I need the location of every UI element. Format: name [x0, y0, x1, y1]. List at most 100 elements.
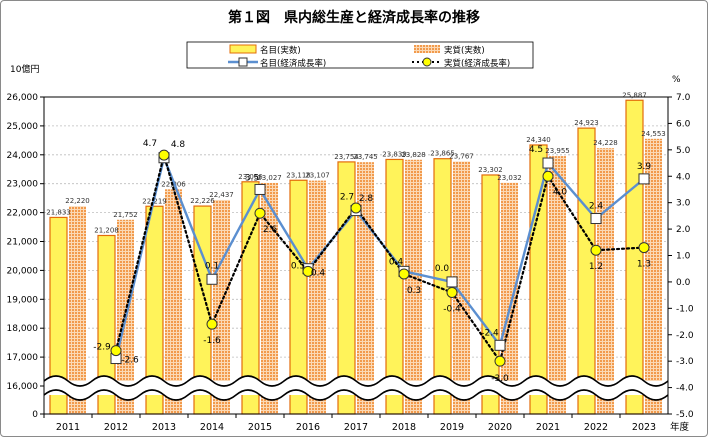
nominal-rate-label: -2.9 — [93, 343, 111, 353]
right-tick-label: 2.0 — [676, 225, 691, 235]
plot-border — [43, 96, 669, 415]
bar-nominal-label: 23,754 — [334, 153, 359, 161]
marker-real-rate — [398, 268, 410, 280]
bar-real — [453, 161, 470, 414]
bar-real-label: 23,027 — [257, 174, 282, 182]
real-rate-label: -2.6 — [121, 356, 139, 366]
right-tick-label: 0.0 — [676, 278, 691, 288]
bar-real — [597, 148, 614, 414]
real-rate-label: 0.4 — [311, 268, 326, 278]
legend-label-real-line: 実質(経済成長率) — [444, 58, 510, 69]
axis-break-wave — [43, 375, 669, 387]
left-tick-label: 21,000 — [7, 238, 39, 248]
marker-real-rate — [446, 286, 458, 298]
right-tick-label: 3.0 — [676, 199, 691, 209]
nominal-rate-label: 0.5 — [291, 262, 305, 272]
left-tick-label: 0 — [32, 410, 38, 420]
real-rate-label: 4.0 — [553, 187, 568, 197]
x-tick-label: 2020 — [488, 422, 512, 433]
x-tick-label: 2023 — [632, 422, 656, 433]
bar-real-label: 24,553 — [641, 130, 666, 138]
x-tick-label: 2011 — [56, 422, 80, 433]
bar-nominal-label: 21,208 — [94, 226, 119, 234]
nominal-rate-label: 3.5 — [245, 173, 259, 183]
bar-real-label: 22,437 — [209, 191, 234, 199]
bar-real — [501, 182, 518, 414]
bar-nominal-label: 23,118 — [286, 171, 311, 179]
bar-real-label: 23,745 — [353, 153, 378, 161]
bar-real-label: 23,107 — [305, 172, 330, 180]
bar-nominal-label: 23,865 — [430, 150, 455, 158]
bar-nominal-label: 23,066 — [238, 173, 263, 181]
nominal-rate-label: 2.4 — [589, 202, 604, 212]
right-tick-label: 1.0 — [676, 252, 691, 262]
nominal-rate-label: 4.7 — [143, 139, 157, 149]
right-tick-label: -2.0 — [676, 331, 694, 341]
real-rate-label: -1.6 — [203, 336, 221, 346]
legend-swatch-nominal-bar — [229, 44, 257, 54]
legend-marker-real-line — [422, 57, 432, 67]
marker-real-rate — [302, 265, 314, 277]
bar-real — [405, 159, 422, 414]
right-tick-label: -1.0 — [676, 304, 694, 314]
bar-real — [165, 189, 182, 414]
real-rate-label: -0.4 — [443, 304, 461, 314]
left-tick-label: 20,000 — [7, 266, 39, 276]
real-rate-label: 0.3 — [407, 286, 421, 296]
bar-nominal-label: 23,302 — [478, 166, 503, 174]
marker-real-rate — [590, 244, 602, 256]
right-axis-unit: % — [672, 75, 681, 85]
x-tick-label: 2012 — [104, 422, 128, 433]
bar-nominal — [625, 99, 644, 415]
nominal-rate-label: 4.5 — [529, 145, 543, 155]
real-rate-label: 2.6 — [263, 225, 278, 235]
right-tick-label: 7.0 — [676, 93, 691, 103]
left-tick-label: 22,000 — [7, 209, 39, 219]
legend-marker-nominal-line — [238, 57, 248, 67]
marker-real-rate — [494, 355, 506, 367]
chart-title: 第１図 県内総生産と経済成長率の推移 — [228, 9, 480, 26]
legend-label-nominal-line: 名目(経済成長率) — [260, 58, 326, 69]
left-tick-label: 24,000 — [7, 151, 39, 161]
marker-nominal-rate — [206, 273, 218, 285]
right-tick-label: -4.0 — [676, 384, 694, 394]
legend-label-nominal-bar: 名目(実数) — [260, 45, 301, 56]
x-tick-label: 2019 — [440, 422, 464, 433]
x-tick-label: 2021 — [536, 422, 560, 433]
x-tick-label: 2013 — [152, 422, 176, 433]
bar-real-label: 23,955 — [545, 147, 570, 155]
real-rate-label: 4.8 — [171, 140, 186, 150]
x-axis-unit: 年度 — [670, 421, 690, 433]
x-tick-label: 2015 — [248, 422, 272, 433]
real-rate-label: 1.2 — [589, 262, 603, 272]
x-tick-label: 2014 — [200, 422, 224, 433]
marker-real-rate — [206, 318, 218, 330]
marker-real-rate — [542, 170, 554, 182]
real-rate-label: -3.0 — [491, 374, 509, 384]
bar-nominal-label: 22,226 — [190, 197, 215, 205]
bar-real-label: 23,767 — [449, 153, 474, 161]
bar-real — [69, 206, 86, 414]
left-tick-label: 18,000 — [7, 324, 39, 334]
real-rate-label: 2.8 — [359, 194, 374, 204]
right-tick-label: 4.0 — [676, 172, 691, 182]
left-tick-label: 26,000 — [7, 93, 39, 103]
nominal-rate-label: 0.4 — [389, 257, 404, 267]
nominal-rate-label: 3.9 — [637, 162, 652, 172]
marker-nominal-rate — [494, 339, 506, 351]
nominal-rate-label: -2.4 — [481, 328, 499, 338]
right-tick-label: -5.0 — [676, 410, 694, 420]
nominal-rate-label: 0.0 — [435, 264, 450, 274]
bar-nominal-label: 25,887 — [622, 91, 647, 99]
marker-real-rate — [350, 202, 362, 214]
left-tick-label: 17,000 — [7, 353, 39, 363]
marker-nominal-rate — [446, 276, 458, 288]
left-tick-label: 23,000 — [7, 180, 39, 190]
line-nominal-rate — [114, 153, 645, 359]
marker-nominal-rate — [590, 213, 602, 225]
marker-real-rate — [254, 207, 266, 219]
real-rate-label: 1.3 — [637, 260, 651, 270]
nominal-rate-label: 2.7 — [340, 193, 354, 203]
bar-real-label: 24,228 — [593, 139, 618, 147]
